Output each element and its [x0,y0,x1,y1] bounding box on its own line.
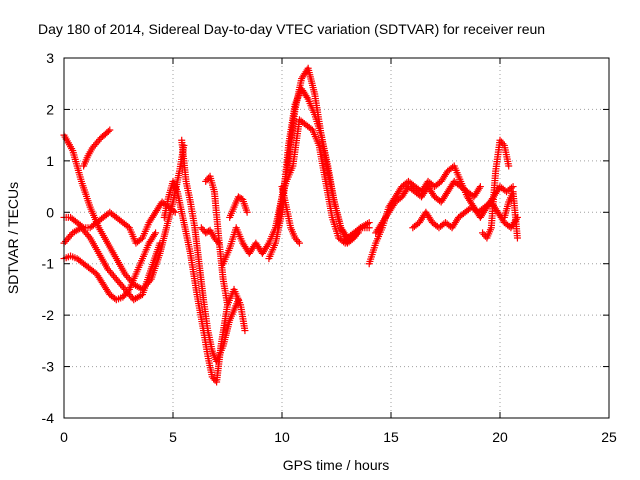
data-point [303,93,311,101]
data-point [507,184,515,192]
series-track-5 [60,224,164,304]
series-track-16 [372,177,484,237]
y-tick-label: 3 [46,50,54,66]
y-tick-labels: -4 -3 -2 -1 0 1 2 3 [42,50,55,426]
series-track-1 [60,131,188,293]
axis-ticks [63,57,610,419]
data-point [104,127,112,135]
y-tick-label: -4 [42,410,55,426]
data-point [215,239,223,247]
data-point [156,239,164,247]
data-point [213,237,221,245]
data-point [106,126,114,134]
data-point [365,224,373,232]
series-track-14 [278,183,303,247]
data-point [243,208,251,216]
data-point [354,229,362,237]
y-tick-label: -2 [42,307,55,323]
series-track-18 [479,136,513,242]
data-point [294,237,302,245]
data-point [171,208,179,216]
chart-title: Day 180 of 2014, Sidereal Day-to-day VTE… [38,21,545,37]
y-axis-label: SDTVAR / TECUs [5,182,21,294]
x-tick-label: 10 [274,429,290,445]
y-tick-label: 1 [46,153,54,169]
data-point [499,140,507,148]
y-tick-label: 2 [46,101,54,117]
series-track-4 [60,229,160,304]
data-point [355,225,363,233]
data-point [264,241,272,249]
data-points [60,64,521,386]
data-point [475,184,483,192]
y-tick-label: -1 [42,256,55,272]
x-tick-label: 0 [60,429,68,445]
x-tick-label: 25 [601,429,617,445]
series-track-10 [226,193,251,221]
series-track-2 [80,126,114,170]
series-track-3 [60,198,179,247]
y-tick-label: -3 [42,359,55,375]
data-point [152,229,160,237]
x-tick-labels: 0 5 10 15 20 25 [60,429,617,445]
y-tick-label: 0 [46,204,54,220]
data-point [505,162,513,170]
data-point [170,207,178,215]
x-tick-label: 20 [492,429,508,445]
x-axis-label: GPS time / hours [283,457,390,473]
data-point [513,234,521,242]
series-track-19 [500,188,521,242]
data-point [476,183,484,191]
x-tick-label: 15 [383,429,399,445]
data-point [295,239,303,247]
data-point [85,232,93,240]
plot-frame [63,57,610,419]
x-tick-label: 5 [169,429,177,445]
series-track-9 [197,224,223,247]
data-point [353,230,361,238]
data-point [241,327,249,335]
data-point [150,231,158,239]
series-track-7 [178,136,242,365]
